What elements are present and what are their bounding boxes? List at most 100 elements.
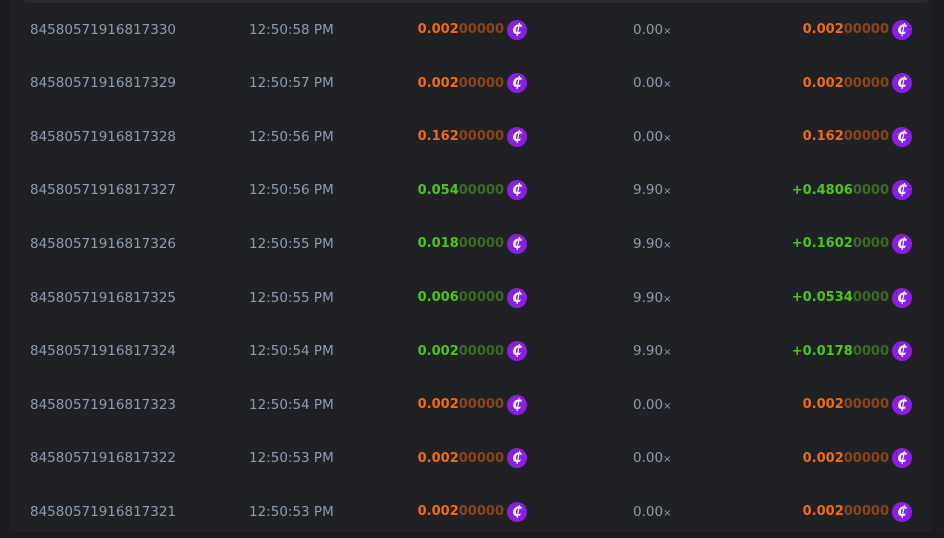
bet-id[interactable]: 84580571916817327 bbox=[30, 182, 177, 199]
multiplier: 9.90× bbox=[633, 343, 671, 359]
table-row[interactable]: 84580571916817324 12:50:54 PM 0.002 00000 ₵ 9… bbox=[0, 325, 944, 378]
payout-trailing: 0000 bbox=[852, 343, 889, 359]
amount-significant: 0.002 bbox=[417, 397, 459, 413]
multiplier-value: 9.90 bbox=[633, 289, 664, 306]
bet-amount: 0.054 00000 ₵ bbox=[417, 180, 527, 201]
table-row[interactable]: 84580571916817330 12:50:58 PM 0.002 00000 ₵ 0… bbox=[0, 3, 944, 56]
multiplier-suffix: × bbox=[663, 239, 672, 251]
bet-amount: 0.002 00000 ₵ bbox=[417, 394, 527, 415]
payout-significant: +0.0178 bbox=[791, 343, 853, 359]
coin-icon: ₵ bbox=[507, 180, 527, 201]
amount-significant: 0.002 bbox=[417, 75, 459, 91]
payout-trailing: 0000 bbox=[852, 290, 889, 305]
payout-trailing: 00000 bbox=[843, 450, 889, 466]
amount-significant: 0.018 bbox=[417, 236, 459, 252]
amount-trailing: 00000 bbox=[458, 343, 504, 359]
coin-icon: ₵ bbox=[892, 180, 912, 201]
multiplier-suffix: × bbox=[663, 507, 672, 519]
bet-time: 12:50:53 PM bbox=[249, 503, 334, 520]
bets-panel bbox=[9, 0, 932, 532]
table-row[interactable]: 84580571916817321 12:50:53 PM 0.002 00000 ₵ 0… bbox=[0, 485, 944, 538]
bet-amount: 0.002 00000 ₵ bbox=[417, 501, 527, 522]
payout: 0.162 00000 ₵ bbox=[802, 126, 912, 147]
payout-trailing: 00000 bbox=[843, 129, 889, 145]
amount-significant: 0.054 bbox=[417, 182, 459, 198]
coin-icon: ₵ bbox=[507, 448, 527, 469]
amount-significant: 0.002 bbox=[417, 504, 459, 520]
bet-time: 12:50:53 PM bbox=[249, 450, 334, 467]
multiplier: 9.90× bbox=[633, 182, 671, 198]
coin-icon: ₵ bbox=[507, 19, 527, 40]
bet-time: 12:50:56 PM bbox=[249, 182, 334, 199]
bet-id[interactable]: 84580571916817328 bbox=[30, 128, 177, 145]
multiplier-suffix: × bbox=[663, 454, 672, 466]
panel-header-edge bbox=[20, 0, 932, 3]
coin-icon: ₵ bbox=[892, 341, 912, 362]
multiplier-suffix: × bbox=[663, 132, 672, 144]
amount-trailing: 00000 bbox=[458, 450, 504, 466]
bet-id[interactable]: 84580571916817321 bbox=[30, 503, 177, 520]
payout-significant: +0.0534 bbox=[791, 290, 853, 305]
table-row[interactable]: 84580571916817323 12:50:54 PM 0.002 00000 ₵ 0… bbox=[0, 378, 944, 431]
multiplier-value: 0.00 bbox=[633, 503, 664, 520]
bet-id[interactable]: 84580571916817330 bbox=[30, 21, 177, 38]
coin-icon: ₵ bbox=[507, 394, 527, 415]
bet-amount: 0.006 00000 ₵ bbox=[417, 287, 527, 308]
coin-icon: ₵ bbox=[507, 501, 527, 522]
multiplier-value: 0.00 bbox=[633, 21, 664, 38]
multiplier-value: 0.00 bbox=[633, 396, 664, 413]
multiplier-suffix: × bbox=[663, 186, 672, 198]
table-row[interactable]: 84580571916817329 12:50:57 PM 0.002 00000 ₵ 0… bbox=[0, 57, 944, 110]
payout-trailing: 00000 bbox=[843, 397, 889, 413]
amount-trailing: 00000 bbox=[458, 236, 504, 252]
amount-significant: 0.002 bbox=[417, 22, 459, 37]
coin-icon: ₵ bbox=[507, 287, 527, 308]
multiplier: 0.00× bbox=[633, 397, 671, 413]
bet-id[interactable]: 84580571916817322 bbox=[30, 450, 177, 467]
payout-trailing: 0000 bbox=[852, 236, 889, 252]
amount-trailing: 00000 bbox=[458, 504, 504, 520]
payout-significant: 0.002 bbox=[802, 22, 844, 37]
table-row[interactable]: 84580571916817325 12:50:55 PM 0.006 00000 ₵ 9… bbox=[0, 271, 944, 324]
payout: +0.1602 0000 ₵ bbox=[791, 233, 912, 254]
table-row[interactable]: 84580571916817326 12:50:55 PM 0.018 00000 ₵ 9… bbox=[0, 217, 944, 270]
payout: 0.002 00000 ₵ bbox=[802, 19, 912, 40]
bet-amount: 0.018 00000 ₵ bbox=[417, 233, 527, 254]
bet-id[interactable]: 84580571916817323 bbox=[30, 396, 177, 413]
amount-significant: 0.162 bbox=[417, 129, 459, 145]
bet-time: 12:50:55 PM bbox=[249, 289, 334, 306]
table-row[interactable]: 84580571916817322 12:50:53 PM 0.002 00000 ₵ 0… bbox=[0, 432, 944, 485]
coin-icon: ₵ bbox=[507, 73, 527, 94]
payout-significant: +0.1602 bbox=[791, 236, 853, 252]
bet-id[interactable]: 84580571916817326 bbox=[30, 235, 177, 252]
bet-amount: 0.002 00000 ₵ bbox=[418, 341, 527, 362]
bet-time: 12:50:55 PM bbox=[249, 235, 334, 252]
bet-id[interactable]: 84580571916817325 bbox=[30, 289, 177, 306]
coin-icon: ₵ bbox=[892, 19, 912, 40]
payout-significant: 0.162 bbox=[802, 129, 844, 145]
payout: 0.002 00000 ₵ bbox=[803, 501, 912, 522]
bet-amount: 0.002 00000 ₵ bbox=[417, 19, 527, 40]
coin-icon: ₵ bbox=[507, 126, 527, 147]
coin-icon: ₵ bbox=[507, 341, 527, 362]
amount-trailing: 00000 bbox=[458, 75, 504, 91]
payout-significant: 0.002 bbox=[802, 397, 844, 413]
coin-icon: ₵ bbox=[892, 126, 912, 147]
payout: 0.002 00000 ₵ bbox=[803, 448, 912, 469]
payout-significant: 0.002 bbox=[802, 75, 844, 91]
bet-id[interactable]: 84580571916817329 bbox=[30, 75, 177, 92]
coin-icon: ₵ bbox=[892, 448, 912, 469]
payout-significant: +0.4806 bbox=[791, 182, 853, 198]
table-row[interactable]: 84580571916817328 12:50:56 PM 0.162 00000 ₵ 0… bbox=[0, 110, 944, 163]
multiplier: 0.00× bbox=[633, 450, 671, 466]
multiplier-value: 9.90 bbox=[633, 235, 664, 252]
amount-significant: 0.006 bbox=[417, 290, 459, 305]
bet-time: 12:50:57 PM bbox=[249, 75, 334, 92]
multiplier-value: 9.90 bbox=[633, 182, 664, 199]
amount-trailing: 00000 bbox=[458, 22, 504, 37]
bet-id[interactable]: 84580571916817324 bbox=[30, 343, 177, 360]
amount-significant: 0.002 bbox=[417, 450, 459, 466]
table-row[interactable]: 84580571916817327 12:50:56 PM 0.054 00000 ₵ 9… bbox=[0, 164, 944, 217]
coin-icon: ₵ bbox=[892, 73, 912, 94]
coin-icon: ₵ bbox=[892, 287, 912, 308]
